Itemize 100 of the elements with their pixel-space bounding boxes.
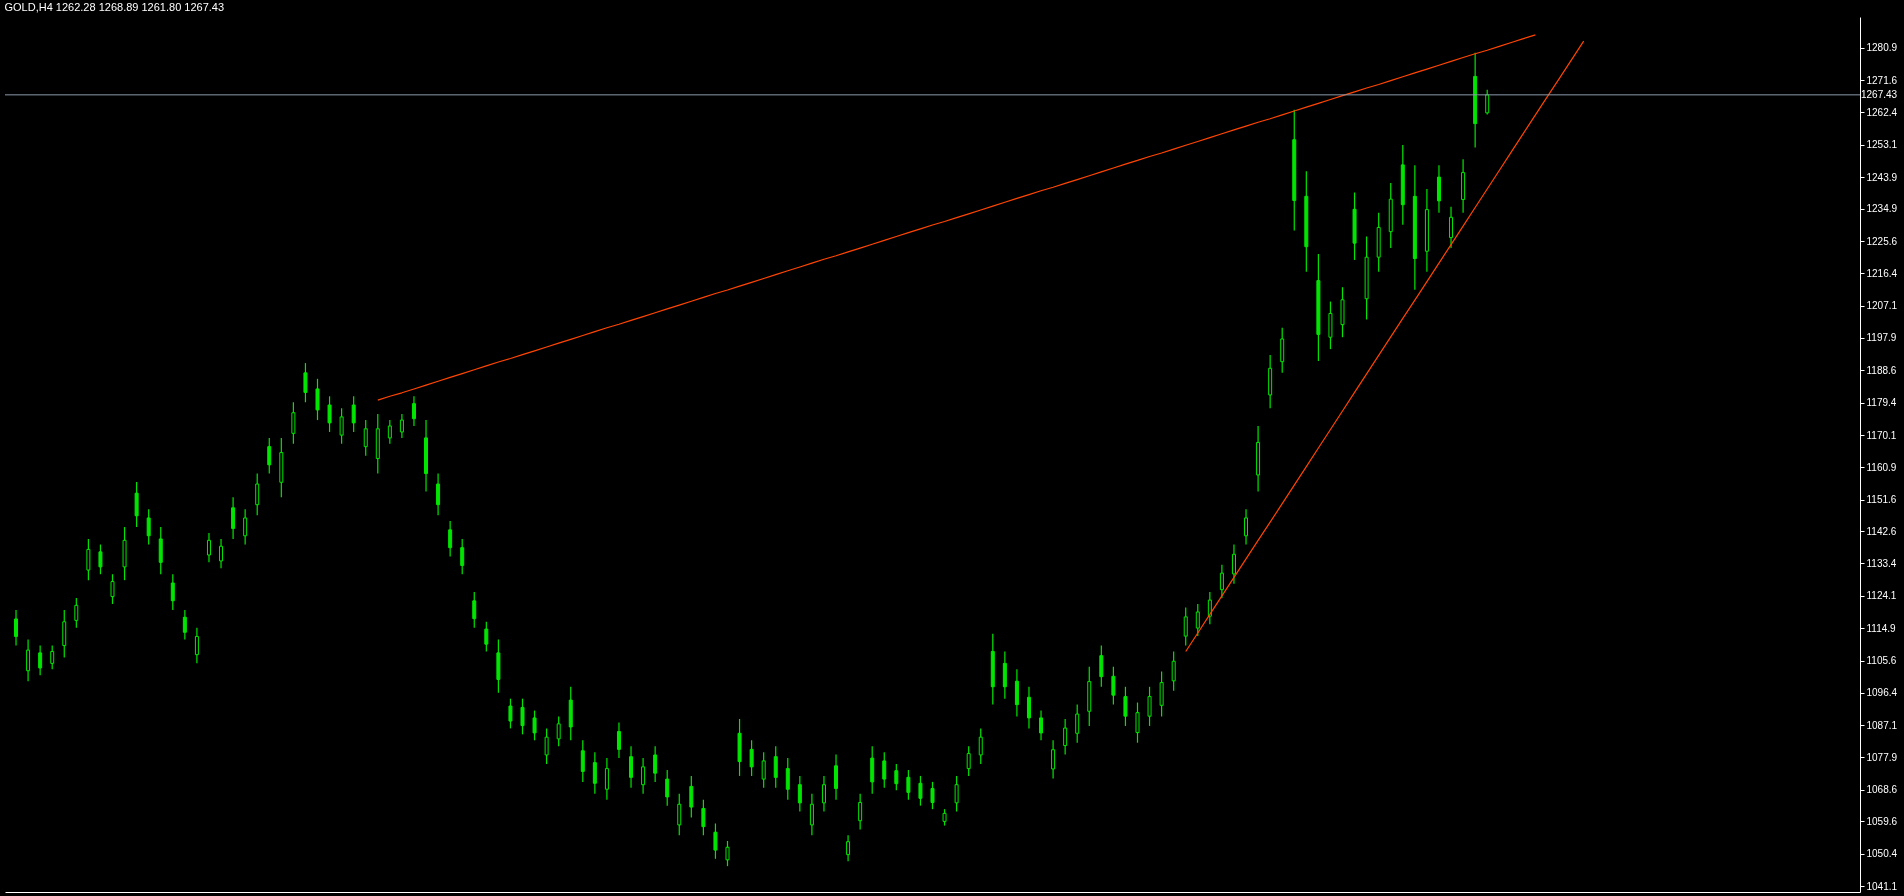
candlestick [170,573,175,611]
y-tick-label: 1068.6 [1866,784,1898,796]
candlestick [1207,591,1212,625]
candlestick [954,775,959,813]
candlestick [520,698,525,735]
y-tick-label: 1142.6 [1866,525,1897,537]
candlestick [194,627,199,664]
candlestick [701,799,706,836]
ref-line-label: 1267.43 [1861,88,1898,100]
candlestick [26,639,31,682]
y-tick-label: 1160.9 [1866,461,1897,473]
y-tick-label: 1151.6 [1866,494,1897,506]
candlestick [858,793,863,831]
candlestick [206,532,211,563]
candlestick [689,775,694,819]
candlestick [846,834,851,862]
candlestick [62,609,67,659]
y-tick-label: 1050.4 [1866,848,1898,860]
candlestick [399,413,404,439]
candlestick [315,378,320,421]
line-series [377,34,1537,401]
candlestick [267,437,272,475]
candlestick [1436,164,1441,214]
y-tick-label: 1234.9 [1866,203,1898,215]
candlestick [1014,668,1019,718]
candlestick [1147,686,1152,727]
candlestick [918,775,923,807]
candlestick [387,419,392,445]
candlestick [604,757,609,801]
y-tick-label: 1077.9 [1866,751,1898,763]
candlestick [725,840,730,867]
candlestick [1171,650,1176,692]
candlestick [749,739,754,777]
y-tick-label: 1096.4 [1866,687,1898,699]
candlestick [363,419,368,457]
candlestick [1026,686,1031,729]
y-tick-label: 1243.9 [1866,171,1898,183]
candlestick [339,407,344,445]
chart-title: GOLD,H4 1262.28 1268.89 1261.80 1267.43 [4,1,225,13]
candlestick [1099,644,1104,688]
y-tick-label: 1197.9 [1866,332,1897,344]
candlestick [641,757,646,795]
candlestick [146,508,151,546]
candlestick [821,775,826,813]
candlestick [1280,327,1285,374]
candlestick [1075,704,1080,744]
candlestick [14,609,19,647]
y-tick-label: 1170.1 [1866,429,1897,441]
candlestick [231,496,236,540]
line-series [1185,40,1585,653]
candlestick [713,822,718,860]
candlestick [472,591,477,629]
candlestick [1111,666,1116,706]
y-tick-label: 1280.9 [1866,42,1898,54]
candlestick [291,401,296,445]
candlestick [38,644,43,676]
candlestick [1039,709,1044,741]
candlestick [1231,543,1236,585]
candlestick [809,793,814,836]
candlestick [653,745,658,783]
candlestick [50,644,55,670]
candlestick [158,526,163,575]
candlestick [665,769,670,807]
candlestick [592,751,597,795]
candlestick [870,745,875,795]
candlestick [1159,670,1164,718]
y-tick-label: 1253.1 [1866,139,1898,151]
candlestick [484,621,489,653]
candlestick [629,745,634,789]
y-tick-label: 1114.9 [1866,622,1897,634]
candlestick [1183,606,1188,647]
y-tick-label: 1059.6 [1866,815,1898,827]
candlestick [1244,508,1249,546]
candlestick [761,751,766,789]
candlestick [1195,603,1200,637]
candlestick [773,745,778,789]
candlestick [616,721,621,759]
candlestick [894,763,899,791]
candlestick [1135,701,1140,744]
candlestick [1328,300,1333,350]
candlestick [1002,650,1007,700]
candlestick [978,727,983,765]
candlestick [303,362,308,403]
candlestick [74,597,79,629]
y-tick-label: 1188.6 [1866,364,1897,376]
candlestick [411,395,416,427]
candlestick [110,573,115,605]
candlestick [1449,206,1454,249]
candlestick [556,715,561,747]
y-tick-label: 1133.4 [1866,557,1897,569]
candlestick [1051,739,1056,779]
candlestick [797,775,802,813]
candlestick [134,481,139,528]
candlestick [966,745,971,777]
candlestick [1485,89,1490,116]
candlestick [677,793,682,836]
candlestick [219,538,224,569]
candlestick [86,538,91,581]
candlestick [532,709,537,741]
candlestick [243,508,248,546]
